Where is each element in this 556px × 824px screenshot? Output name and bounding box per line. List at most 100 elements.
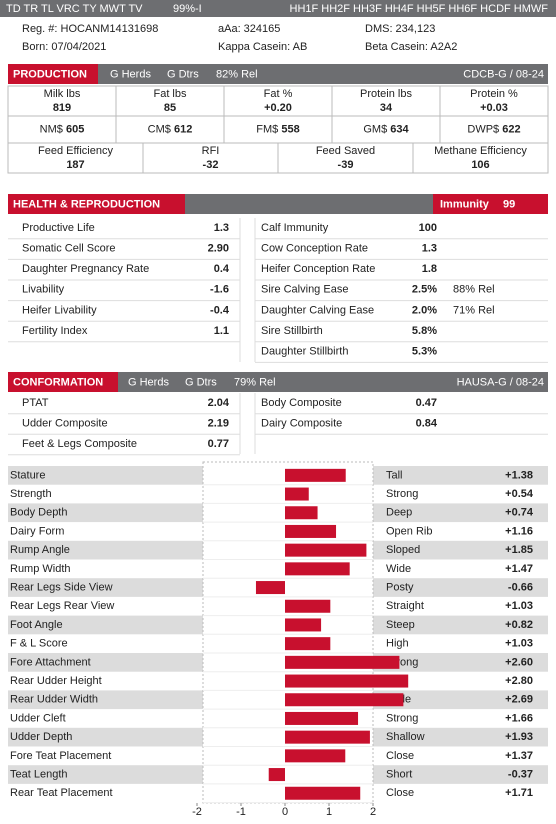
metric-label: Feed Efficiency (38, 145, 114, 157)
trait-label: Dairy Composite (261, 417, 342, 429)
trait-value: 5.3% (412, 346, 437, 358)
value-label: -0.37 (508, 768, 533, 780)
trait-rel: 88% Rel (453, 284, 495, 296)
metric-value: 85 (164, 102, 176, 114)
trait-value: 1.3 (422, 243, 437, 255)
bar (285, 749, 346, 763)
value-label: -0.66 (508, 581, 533, 593)
metric-value: +0.03 (480, 102, 508, 114)
bar (285, 637, 331, 651)
trait-label: Cow Conception Rate (261, 243, 368, 255)
value-label: +1.38 (505, 469, 533, 481)
trait-value: 1.1 (214, 325, 229, 337)
metric-value: +0.20 (264, 102, 292, 114)
trait-label: Teat Length (10, 768, 68, 780)
bar (268, 768, 285, 782)
source: HAUSA-G / 08-24 (457, 376, 544, 388)
g-dtrs: G Dtrs (185, 376, 217, 388)
bar (285, 730, 370, 744)
trait-label: Body Depth (10, 507, 67, 519)
trait-label: Feet & Legs Composite (22, 438, 137, 450)
bar (285, 562, 350, 576)
trait-value: 2.90 (208, 243, 229, 255)
section-title-bg (8, 372, 118, 392)
value-label: +1.37 (505, 750, 533, 762)
descriptor: Tall (386, 469, 403, 481)
value-label: +0.74 (505, 507, 534, 519)
metric-label: Protein % (470, 88, 518, 100)
trait-value: 5.8% (412, 325, 437, 337)
metric-label: Milk lbs (44, 88, 81, 100)
reliability: 99%-I (173, 3, 202, 15)
metric-value: 605 (66, 123, 84, 135)
trait-label: Fore Attachment (10, 656, 91, 668)
trait-value: -0.4 (210, 304, 230, 316)
descriptor: Strong (386, 488, 418, 500)
metric-value: 622 (502, 123, 520, 135)
g-herds: G Herds (110, 68, 151, 80)
metric-label: CM$ (148, 123, 171, 135)
trait-label: Body Composite (261, 397, 342, 409)
value-label: +1.16 (505, 525, 533, 537)
metric: DWP$ 622 (467, 123, 520, 135)
trait-value: 100 (419, 222, 437, 234)
bar (285, 674, 409, 688)
rel: 79% Rel (234, 376, 276, 388)
metric-label: DWP$ (467, 123, 499, 135)
trait-value: 2.5% (412, 284, 437, 296)
trait-label: Heifer Livability (22, 304, 97, 316)
descriptor: Wide (386, 563, 411, 575)
metric: GM$ 634 (363, 123, 409, 135)
descriptor: Short (386, 768, 412, 780)
trait-value: 2.0% (412, 304, 437, 316)
descriptor: Sloped (386, 544, 420, 556)
x-tick-label: 0 (282, 806, 288, 818)
bar (285, 693, 404, 707)
trait-label: Rump Width (10, 563, 71, 575)
trait-label: Livability (22, 284, 65, 296)
descriptor: Deep (386, 507, 412, 519)
trait-label: Daughter Pregnancy Rate (22, 263, 149, 275)
value-label: +0.82 (505, 619, 533, 631)
descriptor: Open Rib (386, 525, 432, 537)
descriptor: Straight (386, 600, 424, 612)
trait-label: Udder Depth (10, 731, 72, 743)
bar (285, 711, 359, 725)
descriptor: Strong (386, 712, 418, 724)
metric-value: 558 (281, 123, 299, 135)
trait-label: Rear Udder Width (10, 694, 98, 706)
descriptor: High (386, 638, 409, 650)
info-field: Born: 07/04/2021 (22, 41, 106, 53)
metric-label: RFI (202, 145, 220, 157)
value-label: +1.85 (505, 544, 533, 556)
immunity-value: 99 (503, 198, 515, 210)
trait-rel: 71% Rel (453, 304, 495, 316)
haplotypes: HH1F HH2F HH3F HH4F HH5F HH6F HCDF HMWF (290, 3, 549, 15)
metric: NM$ 605 (40, 123, 85, 135)
trait-label: Rump Angle (10, 544, 70, 556)
section-title: HEALTH & REPRODUCTION (13, 198, 160, 210)
metric-label: Fat % (264, 88, 293, 100)
top-bar (0, 0, 556, 17)
metric-value: 819 (53, 102, 71, 114)
trait-value: 0.84 (416, 417, 438, 429)
trait-label: Daughter Calving Ease (261, 304, 374, 316)
info-field: Beta Casein: A2A2 (365, 41, 457, 53)
g-herds: G Herds (128, 376, 169, 388)
metric-value: 612 (174, 123, 192, 135)
trait-label: Fertility Index (22, 325, 88, 337)
immunity-label: Immunity (440, 198, 490, 210)
section-header (8, 372, 548, 392)
value-label: +1.71 (505, 787, 533, 799)
trait-label: PTAT (22, 397, 49, 409)
value-label: +2.69 (505, 694, 533, 706)
value-label: +1.66 (505, 712, 533, 724)
metric-label: Methane Efficiency (434, 145, 527, 157)
trait-value: 0.47 (416, 397, 437, 409)
section-header (8, 64, 548, 84)
bar (285, 786, 361, 800)
trait-label: Rear Udder Height (10, 675, 102, 687)
info-field: Reg. #: HOCANM14131698 (22, 23, 158, 35)
bar (285, 543, 367, 557)
